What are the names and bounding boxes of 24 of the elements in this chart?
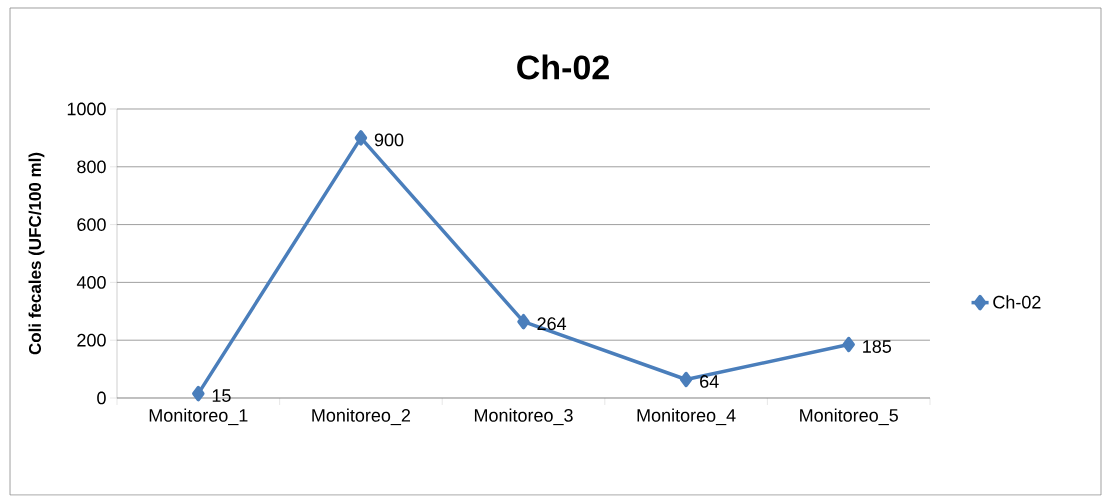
- point: [192, 385, 205, 402]
- point: [842, 336, 855, 353]
- data-label: 185: [863, 340, 892, 353]
- point: [517, 313, 530, 330]
- y-tick-label: 200: [77, 333, 106, 347]
- y-axis-title: Coli fecales (UFC/100 ml): [28, 152, 45, 355]
- y-tick-label: 0: [97, 391, 106, 405]
- point: [679, 371, 693, 388]
- y-tick-label: 600: [77, 218, 106, 231]
- x-tick-label: Monitoreo_1: [149, 408, 248, 426]
- y-tick-label: 1000: [67, 102, 106, 116]
- legend-label: Ch-02: [993, 295, 1041, 309]
- data-label: 900: [374, 133, 404, 147]
- y-tick-label: 800: [77, 160, 106, 174]
- y-tick-label: 400: [76, 276, 106, 289]
- data-label: 264: [537, 317, 567, 331]
- x-tick-label: Monitoreo_5: [800, 408, 898, 426]
- chart-title: Ch-02: [517, 54, 609, 80]
- point: [354, 130, 368, 146]
- x-tick-label: Monitoreo_4: [637, 408, 736, 426]
- x-tick-label: Monitoreo_3: [474, 408, 573, 426]
- x-tick-label: Monitoreo_2: [312, 408, 411, 426]
- data-label: 15: [212, 389, 231, 402]
- data-label: 64: [700, 375, 719, 388]
